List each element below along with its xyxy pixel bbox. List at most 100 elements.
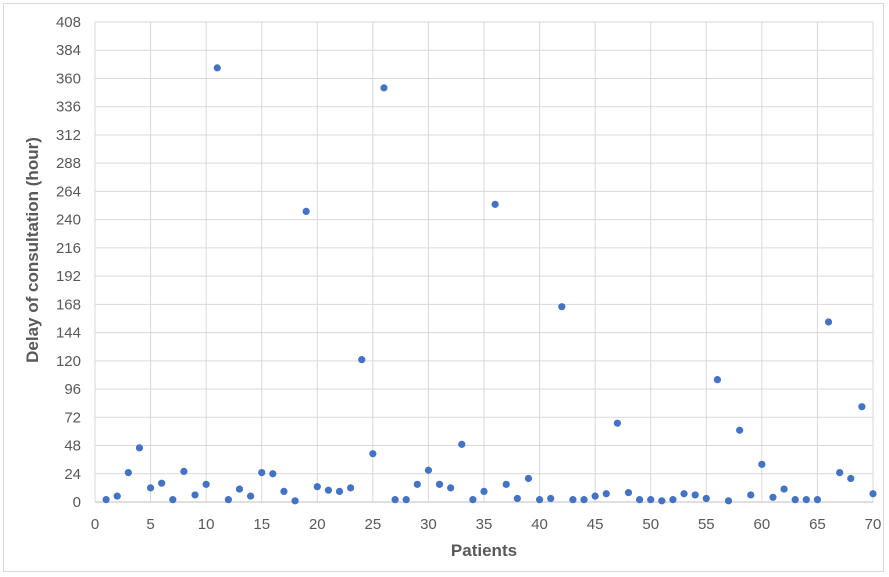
data-point — [324, 486, 332, 494]
data-point — [113, 492, 121, 500]
y-tick-label: 264 — [56, 183, 81, 200]
data-point — [658, 497, 666, 505]
data-point — [258, 468, 266, 477]
data-point — [402, 496, 410, 504]
x-tick-label: 5 — [146, 516, 154, 533]
data-point — [535, 496, 544, 504]
y-tick-label: 240 — [56, 212, 81, 229]
data-point — [558, 303, 566, 311]
data-point — [213, 64, 221, 72]
data-point — [547, 494, 555, 503]
data-point — [469, 496, 477, 504]
data-point — [569, 496, 577, 504]
data-point — [247, 492, 255, 500]
data-point — [169, 496, 177, 504]
data-point — [191, 491, 199, 499]
data-point — [224, 496, 232, 504]
x-axis-title: Patients — [451, 541, 517, 560]
data-point — [824, 318, 833, 326]
x-tick-label: 10 — [198, 516, 215, 533]
x-axis-ticks: 0 5 10 15 20 25 30 35 40 45 50 55 60 65 70 — [91, 516, 882, 533]
data-point — [869, 490, 877, 498]
data-point — [802, 496, 810, 504]
x-tick-label: 35 — [476, 516, 493, 533]
data-point — [580, 496, 588, 504]
x-tick-label: 50 — [642, 516, 659, 533]
data-point — [702, 494, 710, 503]
y-tick-label: 216 — [56, 240, 81, 257]
data-point — [736, 426, 744, 434]
data-point — [447, 484, 455, 492]
x-tick-label: 65 — [809, 516, 826, 533]
y-axis-ticks: 0 24 48 72 96 120 144 168 192 216 240 264 288 312 336 3… — [56, 14, 81, 511]
y-tick-label: 24 — [64, 466, 81, 483]
data-points — [102, 64, 877, 505]
y-tick-label: 96 — [64, 381, 81, 398]
data-point — [280, 487, 288, 496]
data-point — [380, 84, 388, 92]
x-tick-label: 30 — [420, 516, 437, 533]
data-point — [124, 468, 132, 477]
y-tick-label: 0 — [73, 494, 81, 511]
data-point — [491, 200, 499, 208]
y-tick-label: 360 — [56, 70, 81, 87]
y-tick-label: 72 — [64, 409, 81, 426]
data-point — [524, 474, 533, 483]
data-point — [780, 485, 788, 493]
gridlines — [94, 21, 874, 502]
data-point — [680, 490, 688, 498]
data-point — [135, 444, 144, 452]
data-point — [836, 468, 844, 477]
x-tick-label: 60 — [754, 516, 771, 533]
y-tick-label: 168 — [56, 296, 81, 313]
y-tick-label: 48 — [64, 438, 81, 455]
data-point — [747, 491, 755, 499]
data-point — [424, 466, 433, 474]
x-tick-label: 70 — [865, 516, 882, 533]
y-tick-label: 144 — [56, 325, 81, 342]
data-point — [636, 496, 644, 504]
y-tick-label: 408 — [56, 14, 81, 31]
data-point — [291, 497, 299, 505]
x-tick-label: 15 — [253, 516, 270, 533]
x-tick-label: 40 — [531, 516, 548, 533]
data-point — [369, 450, 377, 458]
data-point — [202, 480, 210, 488]
data-point — [858, 403, 866, 411]
data-point — [813, 496, 822, 504]
data-point — [391, 496, 399, 504]
data-point — [458, 440, 466, 448]
data-point — [347, 484, 355, 492]
data-point — [146, 484, 155, 492]
y-tick-label: 120 — [56, 353, 81, 370]
data-point — [313, 483, 321, 491]
data-point — [591, 492, 599, 500]
data-point — [413, 480, 421, 488]
data-point — [335, 487, 344, 496]
data-point — [435, 480, 444, 488]
chart-frame — [3, 3, 884, 572]
data-point — [713, 376, 722, 384]
data-point — [358, 356, 366, 364]
data-point — [769, 493, 777, 501]
data-point — [758, 460, 766, 468]
data-point — [102, 496, 110, 504]
data-point — [669, 496, 677, 504]
data-point — [724, 497, 733, 505]
x-tick-label: 25 — [365, 516, 382, 533]
data-point — [647, 496, 655, 504]
x-tick-label: 0 — [91, 516, 99, 533]
y-tick-label: 288 — [56, 155, 81, 172]
y-tick-label: 336 — [56, 99, 81, 116]
data-point — [791, 496, 799, 504]
data-point — [502, 480, 510, 488]
x-tick-label: 20 — [309, 516, 326, 533]
data-point — [613, 419, 621, 427]
x-tick-label: 55 — [698, 516, 715, 533]
data-point — [180, 467, 188, 476]
data-point — [158, 479, 166, 487]
x-tick-label: 45 — [587, 516, 604, 533]
data-point — [624, 488, 633, 497]
y-axis-title: Delay of consultation (hour) — [23, 137, 42, 363]
